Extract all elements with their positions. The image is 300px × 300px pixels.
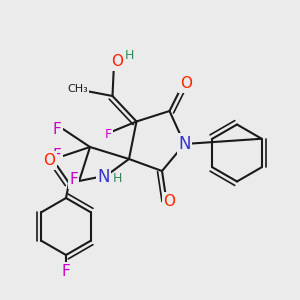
Text: H: H [124,49,134,62]
Text: F: F [52,122,62,136]
Text: CH₃: CH₃ [68,83,88,94]
Text: O: O [180,76,192,92]
Text: H: H [112,172,122,185]
Text: N: N [178,135,191,153]
Text: N: N [97,168,110,186]
Text: F: F [104,128,112,142]
Text: O: O [44,153,56,168]
Text: F: F [61,264,70,279]
Text: F: F [52,148,62,164]
Text: O: O [111,54,123,69]
Text: F: F [69,172,78,188]
Text: O: O [164,194,175,208]
